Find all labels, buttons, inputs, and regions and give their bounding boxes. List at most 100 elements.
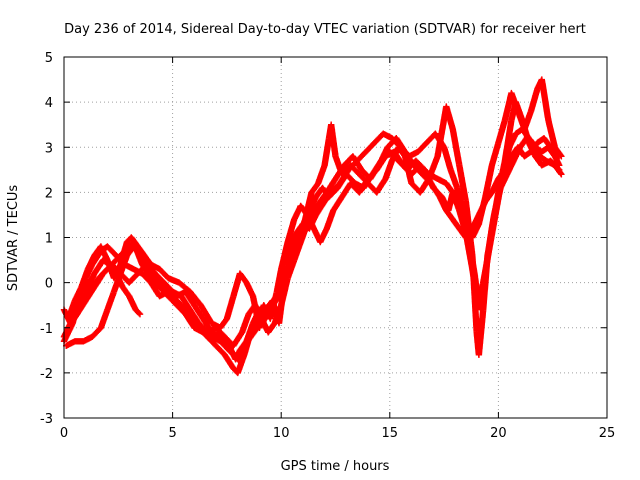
data-point-trace: [503, 158, 517, 178]
data-point-trace: [349, 153, 365, 172]
data-point-trace: [267, 294, 280, 313]
x-tick-label: 25: [599, 426, 616, 441]
data-point-trace: [178, 293, 193, 312]
data-point-trace: [323, 208, 337, 232]
data-point-trace: [82, 285, 97, 304]
data-point-trace: [501, 118, 515, 164]
data-point-trace: [104, 243, 119, 258]
data-point-trace: [538, 76, 552, 123]
data-point-trace: [332, 163, 347, 182]
data-point-trace: [156, 283, 171, 299]
data-point-trace: [221, 351, 236, 371]
y-tick-label: 1: [45, 232, 53, 247]
x-tick-label: 20: [490, 426, 507, 441]
data-point-trace: [217, 338, 232, 353]
data-point-trace: [147, 274, 162, 290]
data-point-trace: [547, 144, 562, 159]
data-point-trace: [412, 157, 427, 173]
y-tick-label: -1: [40, 322, 53, 337]
data-point-trace: [126, 293, 139, 312]
data-point-trace: [410, 162, 425, 177]
data-point-trace: [165, 274, 182, 286]
data-point-trace: [480, 253, 491, 313]
data-point-trace: [440, 144, 454, 172]
data-point-trace: [371, 131, 386, 146]
y-tick-label: 0: [45, 277, 53, 292]
data-point-trace: [284, 217, 298, 246]
grid-lines: [64, 57, 607, 418]
data-point-trace: [284, 258, 297, 282]
data-point-trace: [99, 262, 115, 277]
data-point-trace: [367, 163, 382, 182]
data-point-trace: [243, 279, 256, 299]
y-tick-label: 2: [45, 186, 53, 201]
data-point-trace: [436, 193, 449, 213]
data-point-trace: [375, 145, 391, 169]
data-point-trace: [89, 325, 104, 340]
x-tick-label: 15: [382, 426, 399, 441]
data-point-trace: [191, 302, 206, 321]
data-point-trace: [73, 298, 89, 318]
data-point-trace: [456, 198, 469, 226]
data-point-trace: [427, 180, 443, 199]
data-point-trace: [328, 121, 339, 159]
data-point-trace: [306, 194, 319, 214]
data-point-trace: [97, 307, 111, 331]
data-point-trace: [251, 302, 265, 321]
data-point-trace: [108, 261, 123, 276]
data-point: [556, 153, 563, 160]
data-point-trace: [132, 306, 143, 317]
data-point-trace: [117, 270, 132, 285]
data-point-trace: [312, 199, 328, 219]
data-point-trace: [212, 324, 228, 340]
data-point: [136, 311, 144, 318]
data-point-trace: [393, 135, 408, 154]
data-point-trace: [386, 148, 401, 164]
y-tick-label: 5: [45, 51, 53, 66]
data-point-trace: [65, 298, 78, 322]
data-point-trace: [278, 240, 291, 273]
data-point-trace: [126, 271, 141, 286]
data-point-trace: [160, 283, 175, 299]
data-point-trace: [286, 230, 300, 250]
data-point-trace: [414, 140, 430, 155]
data-point-trace: [469, 212, 482, 232]
y-axis-label: SDTVAR / TECUs: [6, 185, 21, 292]
data-point-trace: [223, 294, 237, 322]
data-point-trace: [197, 302, 215, 326]
data-point-trace: [186, 306, 202, 326]
data-point-trace: [484, 213, 498, 259]
data-point-trace: [169, 293, 184, 308]
data-point-trace: [91, 271, 106, 291]
x-tick-label: 5: [168, 426, 176, 441]
data-point-trace: [165, 293, 180, 308]
data-point-trace: [173, 302, 188, 317]
y-tick-label: 4: [45, 96, 53, 111]
axes: [63, 56, 608, 419]
data-point-trace: [230, 330, 245, 349]
data-point-trace: [325, 185, 340, 201]
data-point-trace: [182, 311, 197, 330]
data-point-trace: [291, 240, 304, 264]
data-point-trace: [447, 166, 460, 190]
data-point-trace: [160, 279, 175, 294]
data-point-trace: [475, 199, 488, 219]
data-point-trace: [317, 226, 330, 246]
y-tick-label: -3: [40, 412, 53, 427]
data-point-trace: [314, 163, 328, 187]
data-point-trace: [382, 158, 395, 182]
data-point-trace: [330, 194, 345, 214]
data-point: [558, 171, 565, 178]
data-point-trace: [71, 285, 84, 304]
data-point-trace: [347, 162, 362, 177]
data-point-trace: [156, 265, 171, 281]
data-point-trace: [521, 109, 534, 133]
y-tick-label: 3: [45, 141, 53, 156]
data-point-trace: [508, 89, 521, 114]
data-point-trace: [304, 208, 317, 228]
data-point-trace: [152, 270, 167, 285]
data-point-trace: [130, 238, 145, 267]
data-point-trace: [297, 222, 310, 246]
data-point-trace: [238, 312, 252, 336]
data-point-trace: [490, 185, 504, 219]
